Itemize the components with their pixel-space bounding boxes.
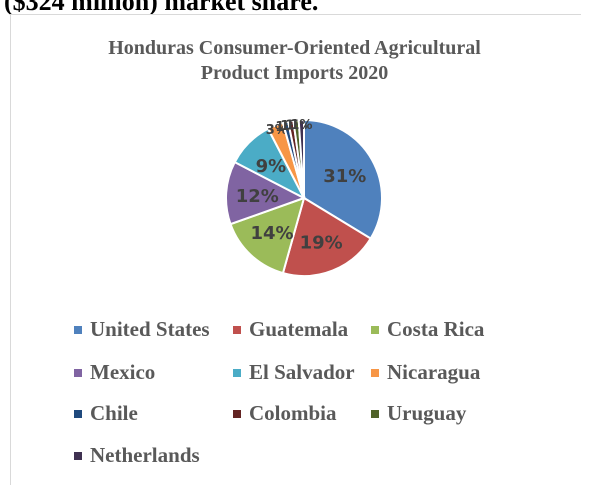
legend-label: El Salvador — [249, 360, 355, 384]
pie-data-label: 1% — [290, 118, 312, 133]
legend-swatch — [371, 368, 379, 377]
legend-swatch — [74, 409, 82, 418]
legend-item-el-salvador: El Salvador — [233, 360, 355, 385]
legend-swatch — [371, 325, 379, 334]
legend-item-mexico: Mexico — [74, 360, 155, 385]
legend-item-united-states: United States — [74, 317, 210, 342]
legend-label: Mexico — [90, 360, 156, 384]
legend-label: Guatemala — [249, 317, 349, 341]
chart-title: Honduras Consumer-Oriented Agricultural … — [0, 36, 589, 86]
pie-data-label: 14% — [251, 223, 294, 244]
legend-swatch — [74, 451, 82, 460]
legend-swatch — [371, 409, 379, 418]
legend-item-chile: Chile — [74, 401, 138, 426]
legend-label: Colombia — [249, 401, 337, 425]
legend-swatch — [233, 325, 241, 334]
legend-item-guatemala: Guatemala — [233, 317, 348, 342]
legend-label: Nicaragua — [387, 360, 481, 384]
legend-item-colombia: Colombia — [233, 401, 337, 426]
pie-data-label: 31% — [323, 166, 366, 187]
legend-label: Chile — [90, 401, 138, 425]
pie-data-label: 3% — [266, 123, 288, 138]
pie-data-label: 19% — [300, 233, 343, 254]
legend-swatch — [233, 409, 241, 418]
pie-slice-costa-rica — [229, 196, 306, 275]
pie-data-label: 9% — [256, 156, 287, 177]
legend-label: United States — [90, 317, 210, 341]
pie-data-label: 12% — [236, 186, 279, 207]
legend-label: Costa Rica — [387, 317, 485, 341]
legend-item-nicaragua: Nicaragua — [371, 360, 480, 385]
pie-slice-guatemala — [281, 196, 373, 277]
legend-item-uruguay: Uruguay — [371, 401, 466, 426]
legend-label: Netherlands — [90, 443, 200, 467]
legend-item-costa-rica: Costa Rica — [371, 317, 484, 342]
legend-swatch — [233, 368, 241, 377]
chart-title-line-2: Product Imports 2020 — [200, 62, 389, 84]
legend-swatch — [74, 325, 82, 334]
pie-slice-mexico — [225, 160, 307, 226]
legend-label: Uruguay — [387, 401, 467, 425]
chart-title-line-1: Honduras Consumer-Oriented Agricultural — [108, 37, 481, 59]
document-text-fragment: ($324 million) market share. — [4, 0, 319, 16]
legend-item-netherlands: Netherlands — [74, 443, 200, 468]
pie-slice-netherlands — [297, 118, 305, 199]
legend-swatch — [74, 368, 82, 377]
